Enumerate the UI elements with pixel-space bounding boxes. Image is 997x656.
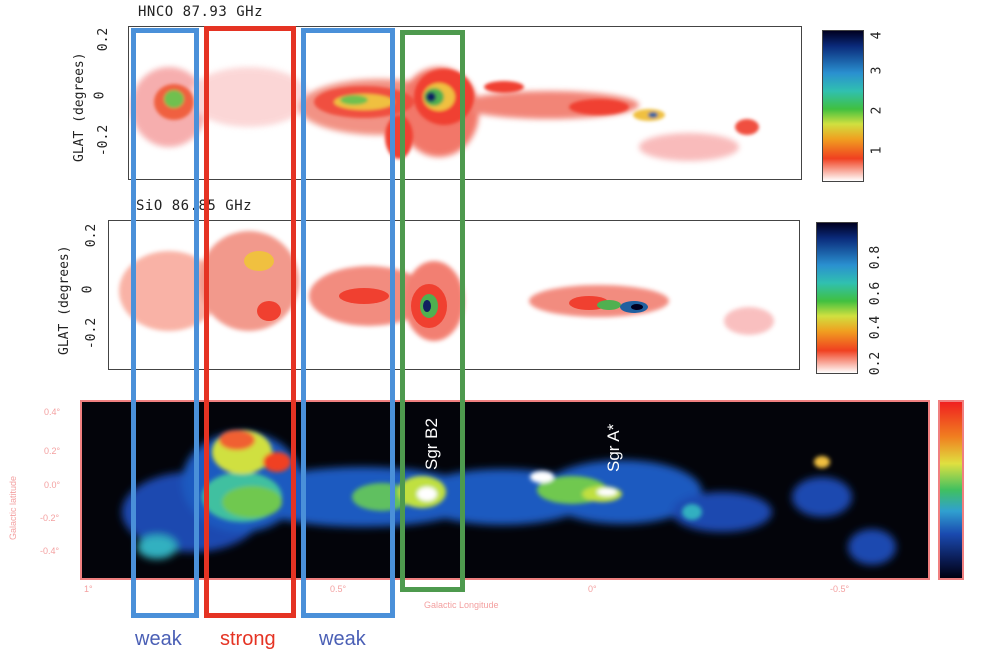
hnco-ytick-top: 0.2 bbox=[96, 27, 112, 52]
sio-ytick-top: 0.2 bbox=[84, 223, 100, 248]
bottom-ytick-1: 0.4° bbox=[44, 407, 61, 417]
bottom-ytick-3: 0.0° bbox=[44, 480, 61, 490]
hnco-panel-title: HNCO 87.93 GHz bbox=[138, 4, 264, 20]
bottom-xtick-1: 1° bbox=[84, 584, 93, 594]
hnco-cbtick-3: 3 bbox=[869, 66, 885, 75]
sio-cbtick-08: 0.8 bbox=[868, 245, 884, 270]
weak-label-left: weak bbox=[135, 628, 182, 650]
sio-cbtick-02: 0.2 bbox=[868, 351, 884, 376]
bottom-xlabel: Galactic Longitude bbox=[424, 600, 499, 610]
bottom-xtick-3: 0° bbox=[588, 584, 597, 594]
weak-region-box-right bbox=[301, 28, 395, 618]
bottom-colorbar bbox=[938, 400, 964, 580]
bottom-xtick-2: 0.5° bbox=[330, 584, 347, 594]
strong-label: strong bbox=[220, 628, 276, 650]
bottom-ytick-4: -0.2° bbox=[40, 513, 60, 523]
strong-region-box bbox=[204, 26, 296, 618]
sgr-a-star-label: Sgr A* bbox=[604, 423, 623, 472]
sio-panel-title: SiO 86.85 GHz bbox=[136, 198, 253, 214]
bottom-ytick-5: -0.4° bbox=[40, 546, 60, 556]
weak-label-right: weak bbox=[319, 628, 366, 650]
bottom-intensity-map bbox=[80, 400, 930, 580]
bottom-xtick-4: -0.5° bbox=[830, 584, 850, 594]
sio-colorbar bbox=[816, 222, 858, 374]
bottom-ytick-2: 0.2° bbox=[44, 446, 61, 456]
sgr-b2-highlight-box bbox=[400, 30, 465, 592]
hnco-ylabel: GLAT (degrees) bbox=[72, 52, 87, 162]
sio-cbtick-06: 0.6 bbox=[868, 281, 884, 306]
bottom-ylabel: Galactic latitude bbox=[8, 475, 18, 540]
hnco-cbtick-4: 4 bbox=[869, 31, 885, 40]
sio-cbtick-04: 0.4 bbox=[868, 315, 884, 340]
hnco-emission-plot bbox=[131, 67, 759, 161]
hnco-ytick-bottom: -0.2 bbox=[96, 124, 112, 157]
hnco-ytick-mid: 0 bbox=[92, 91, 108, 100]
sio-ylabel: GLAT (degrees) bbox=[57, 245, 72, 355]
hnco-cbtick-1: 1 bbox=[869, 146, 885, 155]
sio-ytick-bottom: -0.2 bbox=[84, 317, 100, 350]
hnco-intensity-map bbox=[128, 26, 802, 180]
sio-ytick-mid: 0 bbox=[80, 285, 96, 294]
bottom-emission-plot bbox=[122, 430, 896, 565]
hnco-colorbar bbox=[822, 30, 864, 182]
weak-region-box-left bbox=[131, 28, 199, 618]
hnco-cbtick-2: 2 bbox=[869, 106, 885, 115]
